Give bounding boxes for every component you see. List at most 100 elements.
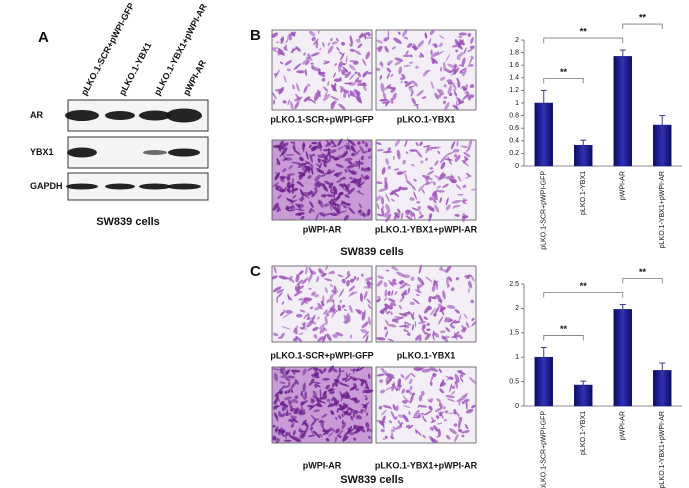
cell	[344, 157, 353, 162]
cell	[313, 418, 320, 421]
cell	[451, 385, 456, 390]
cell	[450, 141, 456, 150]
cell	[309, 201, 314, 208]
caption: SW839 cells	[340, 246, 404, 258]
cell	[368, 316, 371, 326]
cell	[301, 432, 307, 439]
cell	[453, 423, 458, 427]
cell	[322, 184, 328, 192]
cell	[328, 432, 334, 437]
cell	[443, 406, 446, 410]
cell	[423, 410, 433, 416]
cell	[320, 145, 323, 152]
cell	[290, 101, 294, 111]
significance-label: **	[639, 267, 647, 277]
cell	[314, 294, 320, 298]
cell	[272, 182, 280, 187]
cell	[381, 409, 387, 416]
cell	[415, 65, 419, 69]
cell	[330, 186, 333, 194]
cell	[443, 96, 448, 100]
cell	[315, 383, 321, 388]
y-tick-label: 1	[515, 100, 519, 107]
cell	[354, 50, 362, 55]
cell	[386, 72, 390, 80]
cell	[390, 74, 394, 77]
cell	[418, 264, 422, 274]
cell	[456, 57, 461, 60]
cell	[276, 291, 283, 299]
cell	[334, 63, 338, 66]
cell	[409, 301, 415, 305]
cell	[349, 73, 355, 81]
y-tick-label: 0	[515, 403, 519, 410]
x-tick-label: pLKO.1-YBX1	[580, 171, 587, 215]
cell	[396, 149, 401, 160]
cell	[439, 330, 446, 334]
cell	[412, 43, 418, 51]
cell	[395, 318, 399, 324]
cell	[449, 178, 456, 184]
cell	[330, 101, 336, 110]
cell	[335, 399, 340, 407]
cell	[332, 214, 338, 217]
cell	[417, 282, 425, 289]
cell	[416, 150, 423, 158]
cell	[340, 200, 349, 207]
cell	[301, 393, 306, 401]
lane-label: pLKO.1-YBX1+pWPI-AR	[152, 2, 209, 97]
cell	[404, 321, 412, 326]
cell	[414, 321, 417, 328]
cell	[433, 313, 437, 317]
cell	[331, 84, 336, 89]
cell	[444, 158, 453, 161]
cell	[288, 418, 295, 422]
cell	[322, 41, 325, 48]
cell	[314, 187, 318, 191]
bar	[613, 309, 632, 407]
cell	[438, 368, 442, 373]
y-tick-label: 0.2	[509, 150, 519, 157]
cell	[438, 42, 443, 47]
cell	[428, 296, 438, 300]
cell	[453, 89, 456, 92]
cell	[285, 188, 290, 192]
cell	[362, 84, 367, 92]
cell	[438, 316, 444, 325]
cell	[466, 49, 473, 53]
cell	[366, 36, 373, 39]
cell	[283, 46, 288, 52]
cell	[323, 368, 327, 373]
cell	[470, 299, 475, 304]
cell	[314, 306, 320, 311]
cell	[387, 60, 393, 65]
significance-label: **	[580, 26, 588, 36]
cell	[300, 215, 305, 220]
cell	[415, 294, 420, 296]
cell	[349, 385, 358, 391]
cell	[328, 182, 334, 189]
cell	[361, 140, 365, 144]
cell	[408, 410, 411, 415]
cell	[419, 141, 423, 146]
y-tick-label: 2.5	[509, 281, 519, 288]
cell	[350, 415, 354, 421]
cell	[317, 201, 322, 204]
cell	[310, 397, 315, 404]
cell	[365, 335, 369, 343]
significance-bracket	[622, 23, 663, 30]
cell	[409, 149, 418, 152]
y-tick-label: 2	[515, 37, 519, 44]
cell	[302, 142, 305, 151]
cell	[430, 419, 436, 424]
cell	[417, 205, 421, 211]
cell	[449, 324, 455, 329]
cell	[367, 373, 371, 380]
cell	[433, 332, 440, 338]
cell	[355, 366, 360, 372]
cell	[446, 305, 456, 309]
cell	[398, 170, 407, 175]
cell	[421, 174, 431, 180]
cell	[366, 167, 371, 171]
